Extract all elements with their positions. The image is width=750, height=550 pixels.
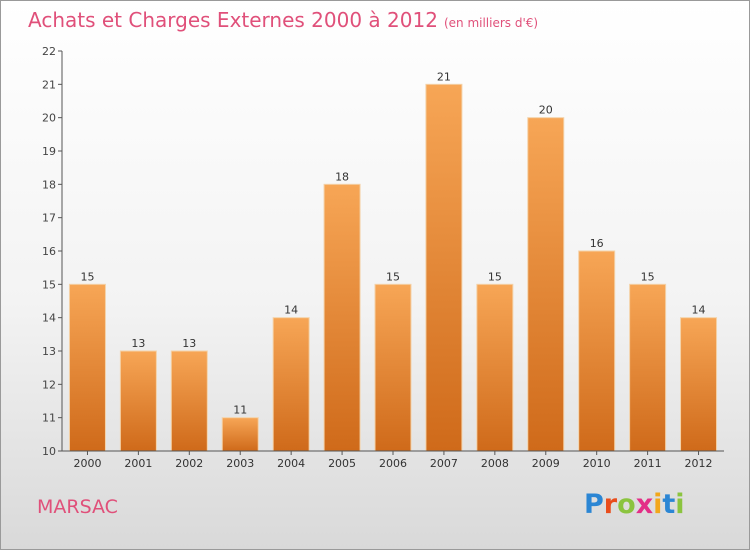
x-tick-label: 2008: [481, 457, 509, 470]
y-tick-label: 13: [42, 345, 56, 358]
bar-2011: [629, 283, 667, 452]
data-label-2003: 11: [233, 404, 247, 417]
y-tick-label: 14: [42, 312, 56, 325]
x-tick-label: 2011: [634, 457, 662, 470]
bar-2004: [272, 317, 310, 452]
logo-letter: t: [662, 489, 676, 520]
data-label-2009: 20: [539, 104, 553, 117]
logo-letter: i: [653, 489, 663, 520]
x-tick-label: 2002: [175, 457, 203, 470]
data-labels: 15 13 13 11 14 18 15 21 15 20 16 15 14: [80, 70, 705, 416]
axes: 10 11 12 13 14 15 16 17 18 19 20 21 22 2000 2001 2002 20…: [42, 45, 724, 470]
y-tick-label: 11: [42, 412, 56, 425]
y-tick-label: 19: [42, 145, 56, 158]
logo-letter: r: [603, 489, 618, 520]
data-label-2011: 15: [641, 270, 655, 283]
data-label-2004: 14: [284, 304, 298, 317]
logo-letter: i: [675, 489, 685, 520]
logo-letter: x: [635, 489, 654, 520]
y-tick-label: 22: [42, 45, 56, 58]
data-label-2002: 13: [182, 337, 196, 350]
data-label-2012: 14: [692, 304, 706, 317]
data-label-2006: 15: [386, 270, 400, 283]
data-label-2010: 16: [590, 237, 604, 250]
y-tick-label: 16: [42, 245, 56, 258]
title-text: Achats et Charges Externes 2000 à 2012: [28, 8, 438, 32]
logo-letter: o: [617, 489, 636, 520]
y-tick-label: 12: [42, 378, 56, 391]
bar-2001: [119, 350, 157, 452]
x-tick-label: 2005: [328, 457, 356, 470]
y-tick-label: 20: [42, 112, 56, 125]
bar-2006: [374, 283, 412, 452]
bar-2010: [578, 250, 616, 452]
bar-2005: [323, 183, 361, 452]
x-tick-label: 2009: [532, 457, 560, 470]
y-tick-label: 10: [42, 445, 56, 458]
data-label-2005: 18: [335, 170, 349, 183]
place-name: MARSAC: [37, 496, 118, 518]
bar-2007: [425, 83, 463, 452]
bar-2003: [221, 417, 259, 452]
chart-title: Achats et Charges Externes 2000 à 2012 (e…: [28, 8, 538, 32]
data-label-2000: 15: [80, 270, 94, 283]
y-tick-label: 21: [42, 78, 56, 91]
y-tick-label: 17: [42, 212, 56, 225]
x-tick-label: 2006: [379, 457, 407, 470]
bar-2000: [68, 283, 106, 452]
logo-letter: P: [584, 489, 604, 520]
x-tick-label: 2004: [277, 457, 305, 470]
bars: [68, 83, 718, 452]
x-tick-label: 2010: [583, 457, 611, 470]
x-tick-label: 2003: [226, 457, 254, 470]
x-tick-label: 2012: [685, 457, 713, 470]
data-label-2007: 21: [437, 70, 451, 83]
y-tick-label: 18: [42, 178, 56, 191]
bar-2009: [527, 117, 565, 452]
x-tick-label: 2000: [73, 457, 101, 470]
data-label-2008: 15: [488, 270, 502, 283]
title-unit: (en milliers d'€): [443, 16, 539, 30]
data-label-2001: 13: [131, 337, 145, 350]
x-tick-label: 2007: [430, 457, 458, 470]
bar-2012: [680, 317, 718, 452]
x-tick-label: 2001: [124, 457, 152, 470]
bar-2008: [476, 283, 514, 452]
bar-2002: [170, 350, 208, 452]
proxiti-logo: Proxiti: [584, 489, 685, 520]
y-tick-label: 15: [42, 278, 56, 291]
